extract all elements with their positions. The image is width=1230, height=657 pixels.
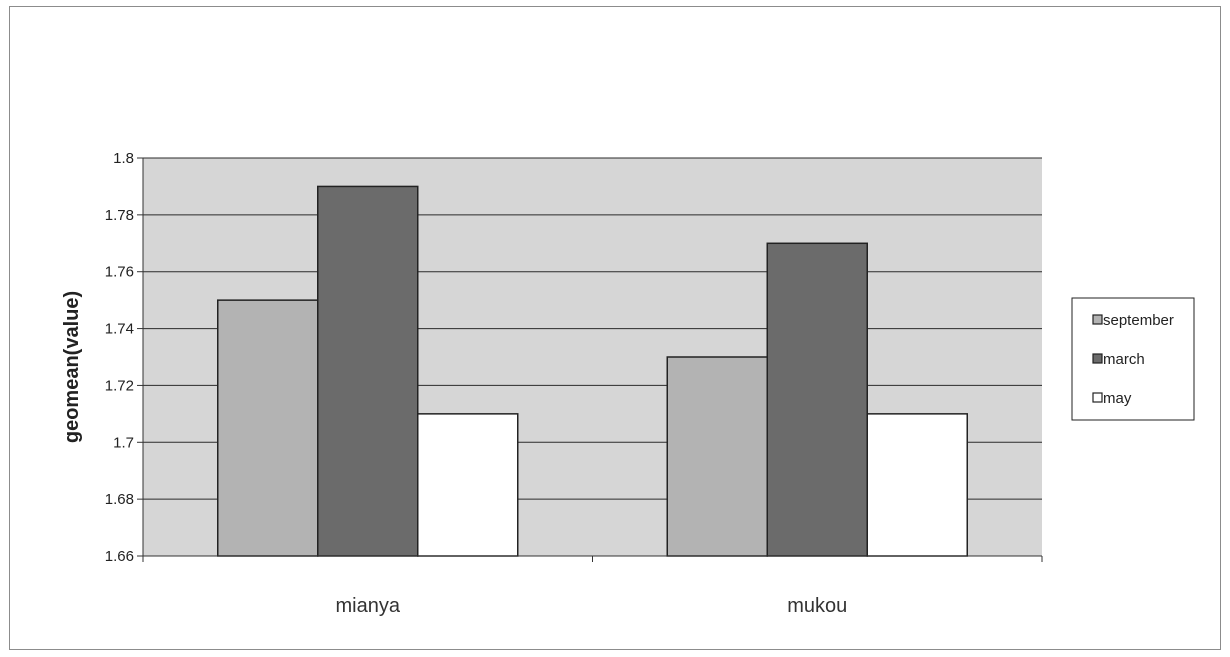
axes: [137, 157, 1043, 562]
legend-swatch-march: [1092, 353, 1103, 364]
bar-may-mianya: [417, 413, 519, 557]
category-label: mianya: [336, 595, 401, 617]
legend-swatch-september: [1092, 314, 1103, 325]
bar-september-mianya: [217, 299, 319, 557]
legend-label: september: [1103, 312, 1174, 329]
legend: september march may: [1071, 297, 1195, 421]
legend-box: [1071, 297, 1195, 421]
y-axis-title: geomean(value): [61, 291, 83, 443]
legend-label: march: [1103, 351, 1145, 368]
y-tick-label: 1.8: [113, 150, 134, 167]
bars: [217, 185, 968, 557]
legend-label: may: [1103, 390, 1132, 407]
bar-september-mukou: [666, 356, 768, 557]
legend-swatch-may: [1092, 392, 1103, 403]
y-tick-labels: 1.66 1.68 1.7 1.72 1.74 1.76 1.78 1.8: [105, 150, 134, 565]
y-tick-label: 1.78: [105, 207, 134, 224]
y-tick-label: 1.7: [113, 434, 134, 451]
x-category-labels: mianya mukou: [336, 595, 848, 617]
y-tick-label: 1.68: [105, 491, 134, 508]
y-tick-label: 1.72: [105, 377, 134, 394]
bar-may-mukou: [866, 413, 968, 557]
bar-march-mianya: [317, 185, 419, 557]
bar-march-mukou: [766, 242, 868, 557]
category-label: mukou: [787, 595, 847, 617]
y-tick-label: 1.76: [105, 264, 134, 281]
y-tick-label: 1.74: [105, 321, 134, 338]
y-tick-label: 1.66: [105, 548, 134, 565]
